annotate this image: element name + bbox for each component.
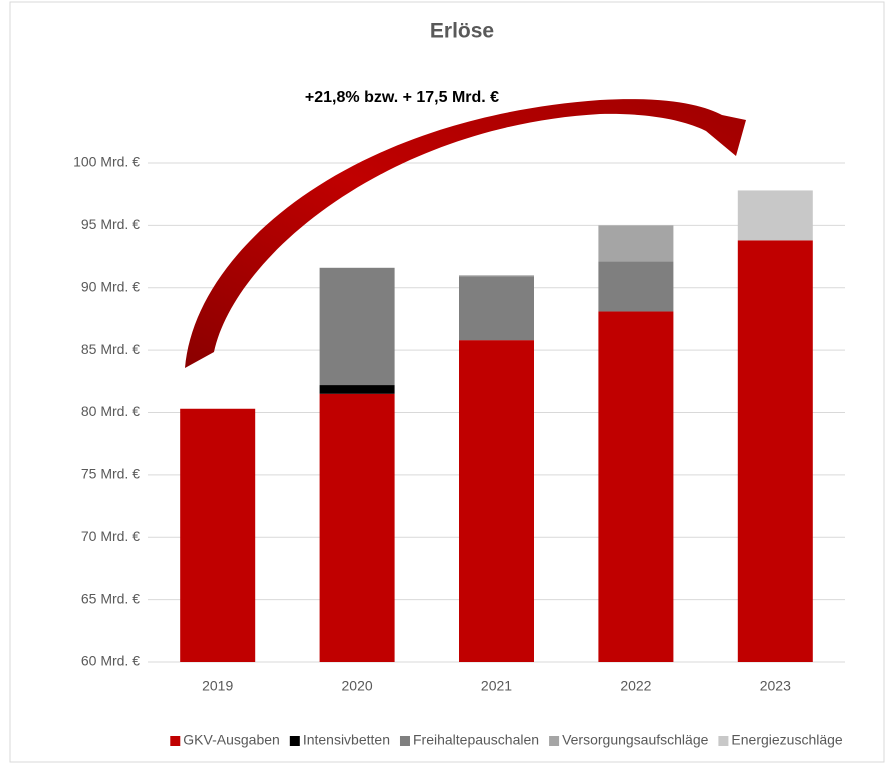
annotation: +21,8% bzw. + 17,5 Mrd. € xyxy=(305,89,499,106)
y-tick-label: 65 Mrd. € xyxy=(81,590,140,606)
y-tick-label: 85 Mrd. € xyxy=(81,341,140,357)
legend-item: Versorgungsaufschläge xyxy=(549,732,709,748)
bar-segment xyxy=(459,275,534,277)
x-tick-label: 2021 xyxy=(481,678,512,694)
y-tick-label: 90 Mrd. € xyxy=(81,278,140,294)
bar-segment xyxy=(459,276,534,341)
y-tick-label: 70 Mrd. € xyxy=(81,528,140,544)
bar-segment xyxy=(737,240,813,662)
bar-segment xyxy=(598,261,674,312)
legend-label: Energiezuschläge xyxy=(731,732,843,748)
y-tick-label: 100 Mrd. € xyxy=(73,154,140,170)
legend-item: Energiezuschläge xyxy=(718,732,843,748)
bar-segment xyxy=(598,225,674,262)
plot-area: 60 Mrd. € 65 Mrd. € 70 Mrd. € 75 Mrd. € 80 M… xyxy=(73,154,845,694)
bar-segment xyxy=(319,385,395,394)
y-tick-label: 60 Mrd. € xyxy=(81,653,140,669)
y-tick-label: 75 Mrd. € xyxy=(81,466,140,482)
legend-swatch xyxy=(718,736,729,746)
x-tick-label: 2022 xyxy=(620,678,651,694)
y-tick-label: 95 Mrd. € xyxy=(81,216,140,232)
chart-title: Erlöse xyxy=(430,20,494,43)
legend-label: Freihaltepauschalen xyxy=(413,732,539,748)
legend-swatch xyxy=(170,736,181,746)
bar-segment xyxy=(319,267,395,386)
bar-segment xyxy=(737,190,813,241)
bar-segment xyxy=(598,311,674,662)
bar-segment xyxy=(180,408,256,662)
legend-label: Intensivbetten xyxy=(303,732,390,748)
x-tick-label: 2020 xyxy=(342,678,373,694)
legend-swatch xyxy=(549,736,560,746)
bar-segment xyxy=(319,393,395,662)
x-tick-label: 2019 xyxy=(202,678,233,694)
x-tick-label: 2023 xyxy=(760,678,791,694)
legend-swatch xyxy=(399,736,410,746)
legend-item: Freihaltepauschalen xyxy=(399,732,539,748)
legend-label: Versorgungsaufschläge xyxy=(562,732,709,748)
legend: GKV-Ausgaben Intensivbetten Freihaltepausc… xyxy=(170,732,843,748)
legend-label: GKV-Ausgaben xyxy=(183,732,280,748)
legend-item: GKV-Ausgaben xyxy=(170,732,280,748)
y-tick-label: 80 Mrd. € xyxy=(81,403,140,419)
legend-swatch xyxy=(289,736,300,746)
bar-segment xyxy=(459,340,534,662)
legend-item: Intensivbetten xyxy=(289,732,390,748)
